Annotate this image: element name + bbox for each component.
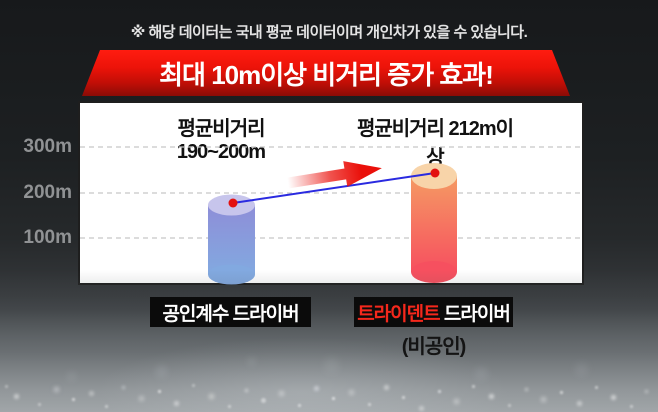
crowd-bokeh-lights [0, 0, 3, 3]
disclaimer-text: ※ 해당 데이터는 국내 평균 데이터이며 개인차가 있을 수 있습니다. [130, 24, 528, 41]
brand-name-text: 트라이덴트 [357, 303, 440, 325]
category-badge-certified: 공인계수 드라이버 [150, 297, 311, 327]
y-axis-tick-200m: 200m [23, 182, 72, 203]
y-axis-tick-300m: 300m [23, 136, 72, 157]
headline-title: 최대 10m이상 비거리 증가 효과! [159, 59, 493, 90]
category-badge-certified-label: 공인계수 드라이버 [162, 303, 299, 325]
non-certified-note: (비공인) [401, 336, 467, 358]
y-axis-tick-100m: 100m [23, 227, 72, 248]
bar-value-label-left: 평균비거리 190~200m [176, 118, 266, 163]
category-badge-trident: 트라이덴트 드라이버 [354, 297, 513, 327]
headline-banner: 최대 10m이상 비거리 증가 효과! [82, 50, 570, 96]
category-badge-trident-suffix: 드라이버 [439, 303, 511, 325]
crowd-glow-layer [0, 270, 658, 412]
bar-value-label-right: 평균비거리 212m이상 [356, 118, 514, 169]
